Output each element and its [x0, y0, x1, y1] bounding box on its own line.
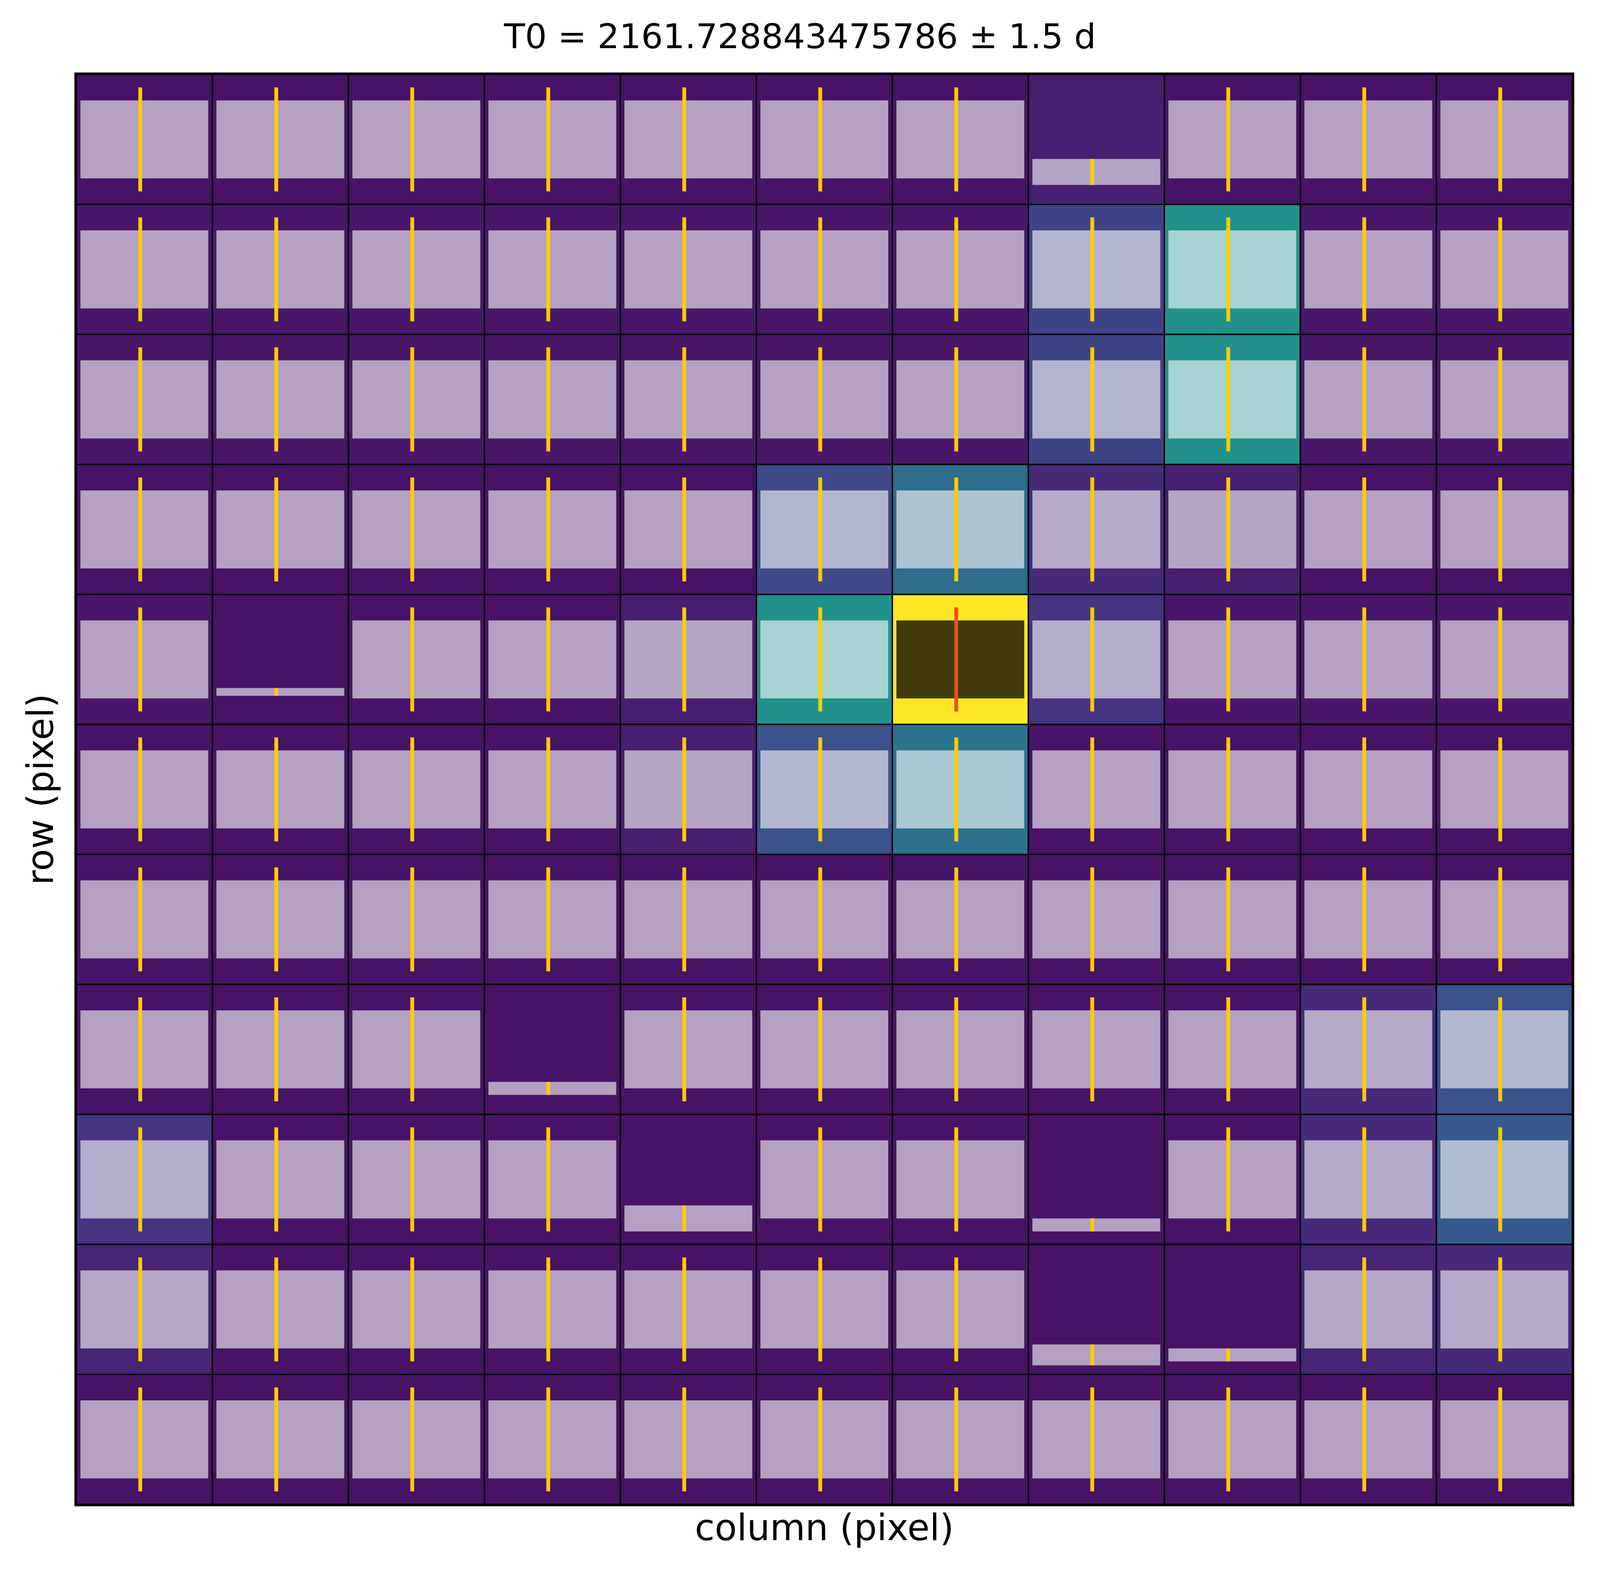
svg-text:row (pixel): row (pixel) — [19, 693, 62, 886]
svg-text:column (pixel): column (pixel) — [694, 1506, 954, 1549]
svg-text:T0 = 2161.728843475786 ± 1.5 d: T0 = 2161.728843475786 ± 1.5 d — [503, 16, 1097, 57]
